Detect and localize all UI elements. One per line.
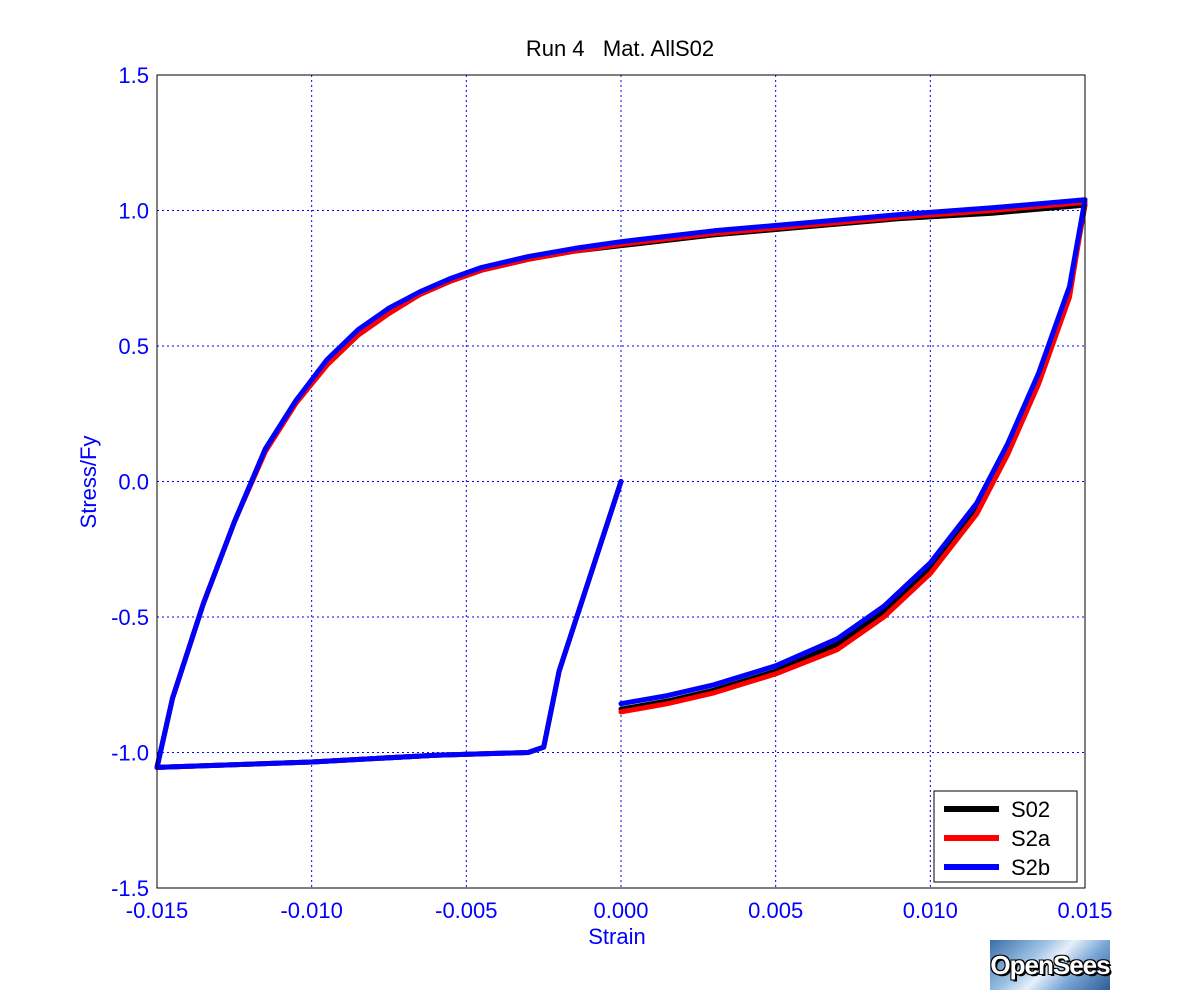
series-layer bbox=[154, 197, 1088, 770]
x-axis-label: Strain bbox=[588, 924, 645, 949]
x-tick-label: 0.010 bbox=[903, 898, 958, 923]
chart-title: Run 4 Mat. AllS02 bbox=[526, 36, 714, 61]
y-tick-label: 0.5 bbox=[118, 334, 149, 359]
y-tick-label: 0.0 bbox=[118, 470, 149, 495]
x-tick-label: -0.010 bbox=[280, 898, 342, 923]
x-tick-label: 0.015 bbox=[1057, 898, 1112, 923]
x-tick-label: -0.005 bbox=[435, 898, 497, 923]
legend-label: S2b bbox=[1011, 855, 1050, 880]
opensees-logo: OpenSees bbox=[990, 940, 1111, 990]
y-tick-label: -1.5 bbox=[111, 876, 149, 901]
legend-label: S02 bbox=[1011, 797, 1050, 822]
y-tick-label: 1.5 bbox=[118, 63, 149, 88]
y-tick-label: 1.0 bbox=[118, 199, 149, 224]
legend: S02 S2a S2b bbox=[933, 790, 1078, 883]
y-tick-labels: 1.5 1.0 0.5 0.0 -0.5 -1.0 -1.5 bbox=[111, 63, 149, 901]
x-tick-label: -0.015 bbox=[126, 898, 188, 923]
series-line-s2b bbox=[154, 197, 1088, 770]
x-tick-label: 0.000 bbox=[593, 898, 648, 923]
x-tick-label: 0.005 bbox=[748, 898, 803, 923]
legend-label: S2a bbox=[1011, 826, 1051, 851]
y-axis-label: Stress/Fy bbox=[76, 436, 101, 529]
y-tick-label: -1.0 bbox=[111, 741, 149, 766]
logo-text: OpenSees bbox=[990, 949, 1110, 980]
y-tick-label: -0.5 bbox=[111, 605, 149, 630]
plot-frame bbox=[156, 74, 1086, 889]
x-tick-labels: -0.015 -0.010 -0.005 0.000 0.005 0.010 0.015 bbox=[126, 898, 1113, 923]
